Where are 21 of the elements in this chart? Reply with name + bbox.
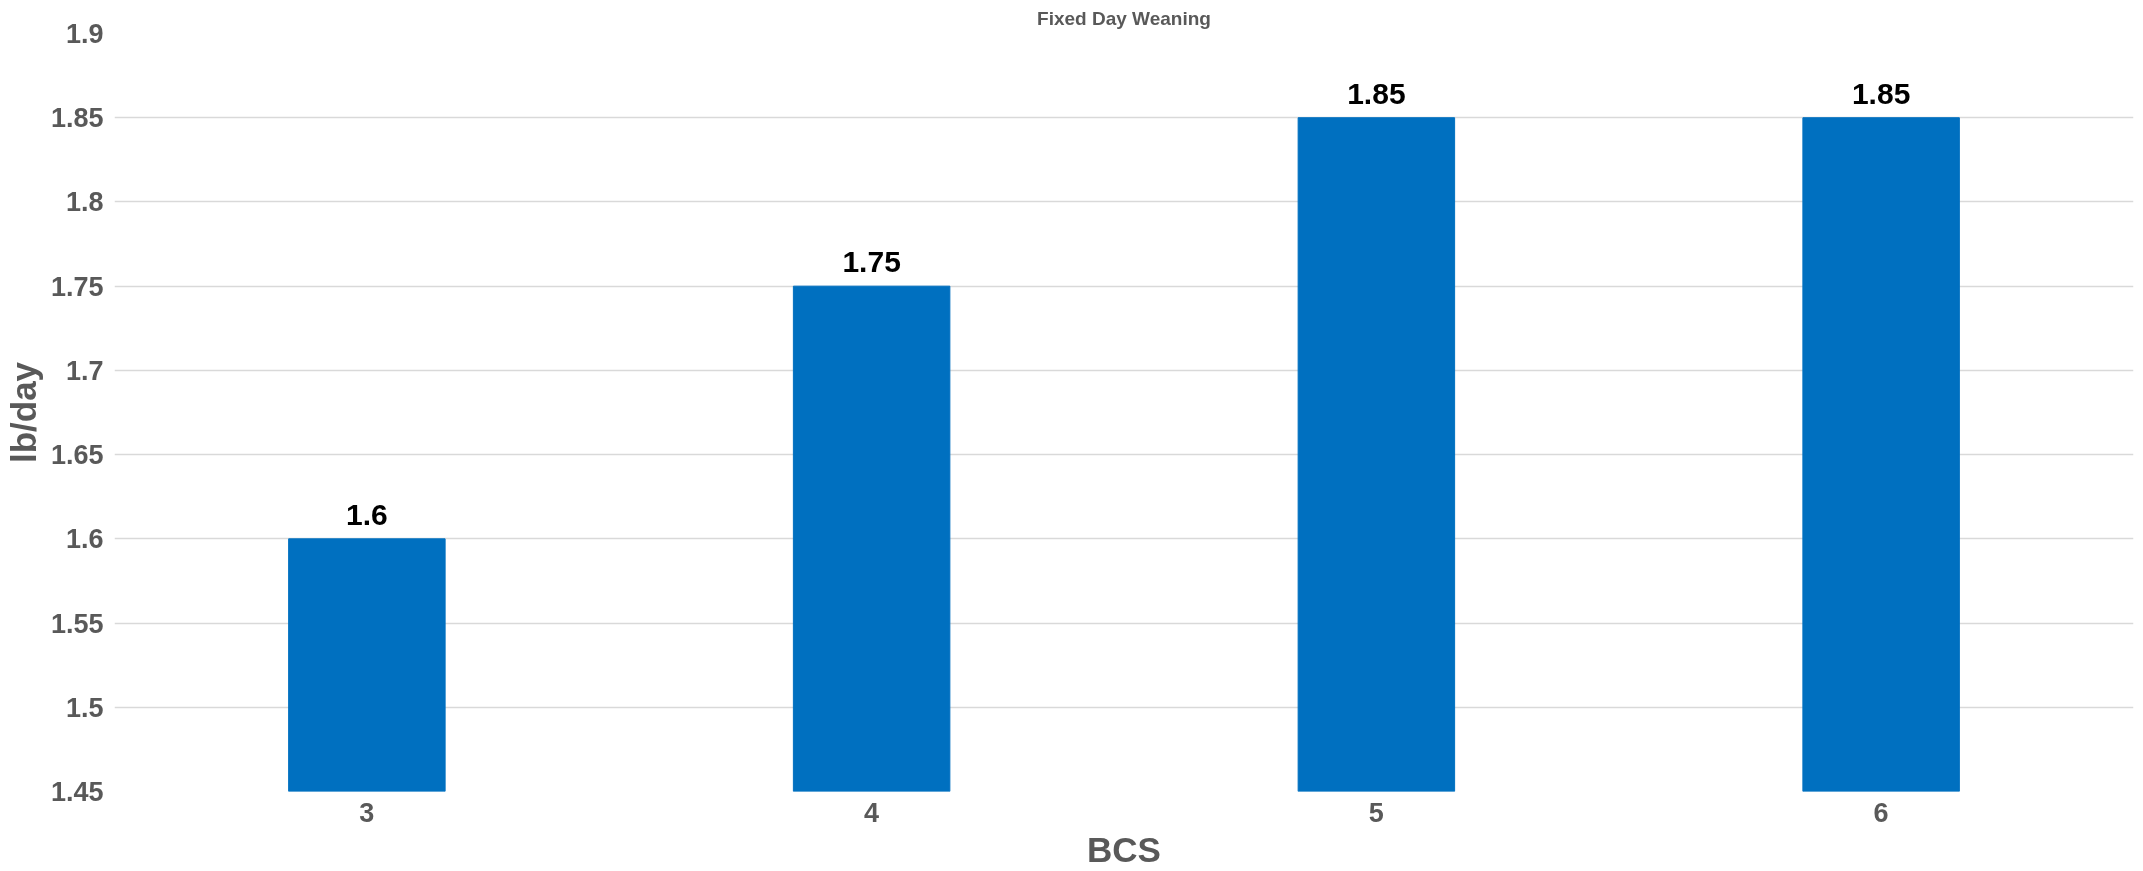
y-tick-label: 1.9: [65, 19, 104, 49]
x-axis-title: BCS: [1087, 829, 1161, 869]
chart-title: Fixed Day Weaning: [1037, 7, 1211, 29]
y-tick-label: 1.5: [65, 692, 104, 723]
y-tick-label: 1.85: [50, 103, 104, 134]
y-tick-label: 1.45: [50, 777, 104, 807]
x-tick-label: 3: [359, 797, 375, 828]
y-tick-label: 1.6: [65, 524, 104, 555]
y-tick-label: 1.7: [65, 355, 104, 386]
y-tick-label: 1.8: [65, 187, 104, 218]
data-label: 1.75: [842, 245, 901, 279]
x-tick-label: 5: [1368, 797, 1384, 828]
y-tick-label: 1.75: [50, 271, 104, 302]
y-tick-label: 1.55: [50, 608, 104, 639]
data-label: 1.6: [346, 497, 388, 531]
x-tick-label: 6: [1873, 797, 1889, 828]
y-axis-title: lb/day: [3, 361, 43, 464]
data-label: 1.85: [1851, 76, 1911, 110]
data-label: 1.85: [1347, 76, 1406, 110]
x-tick-label: 4: [864, 797, 880, 828]
y-tick-label: 1.65: [50, 440, 104, 471]
